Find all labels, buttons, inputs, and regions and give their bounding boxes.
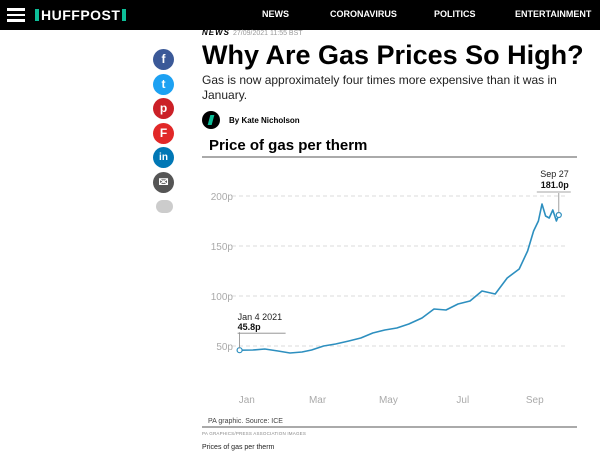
price-line bbox=[239, 203, 560, 354]
end-annotation-value: 181.0p bbox=[541, 180, 570, 190]
comment-icon[interactable] bbox=[156, 200, 173, 213]
author-name[interactable]: By Kate Nicholson bbox=[229, 115, 300, 125]
image-caption: Prices of gas per therm bbox=[202, 444, 275, 451]
y-tick-label: 50p bbox=[216, 342, 233, 353]
twitter-icon[interactable]: t bbox=[153, 73, 174, 95]
x-axis-labels: Jan Mar May Jul Sep bbox=[239, 395, 544, 406]
start-annotation-date: Jan 4 2021 bbox=[238, 312, 283, 322]
y-tick-label: 150p bbox=[211, 242, 234, 253]
nav-entertainment[interactable]: ENTERTAINMENT bbox=[515, 9, 592, 19]
end-point-marker bbox=[555, 211, 562, 219]
menu-icon[interactable] bbox=[7, 8, 25, 22]
byline: By Kate Nicholson bbox=[202, 111, 300, 129]
nav-news[interactable]: NEWS bbox=[262, 9, 289, 19]
x-tick-label: Sep bbox=[526, 395, 544, 406]
article-subtitle: Gas is now approximately four times more… bbox=[202, 73, 557, 102]
y-axis-labels: 200p 150p 100p 50p bbox=[211, 192, 234, 353]
x-tick-label: Mar bbox=[309, 395, 327, 406]
start-point-marker bbox=[236, 347, 243, 354]
end-annotation-date: Sep 27 bbox=[540, 169, 569, 179]
pinterest-icon[interactable]: p bbox=[153, 98, 174, 119]
flipboard-icon[interactable]: F bbox=[153, 122, 174, 144]
y-tick-label: 200p bbox=[211, 192, 234, 203]
x-tick-label: Jul bbox=[456, 395, 469, 406]
top-nav-bar: HUFFPOST NEWS CORONAVIRUS POLITICS ENTER… bbox=[0, 0, 600, 30]
start-annotation-value: 45.8p bbox=[238, 322, 262, 332]
linkedin-icon[interactable]: in bbox=[153, 147, 174, 168]
section-label[interactable]: NEWS bbox=[202, 28, 230, 37]
image-credit: PA GRAPHICS/PRESS ASSOCIATION IMAGES bbox=[202, 431, 307, 436]
x-tick-label: Jan bbox=[239, 395, 255, 406]
chart-source: PA graphic. Source: ICE bbox=[208, 418, 283, 425]
timestamp: 27/09/2021 11:55 BST bbox=[233, 30, 303, 37]
author-avatar bbox=[202, 111, 220, 129]
article-title: Why Are Gas Prices So High? bbox=[202, 40, 584, 70]
nav-coronavirus[interactable]: CORONAVIRUS bbox=[330, 9, 397, 19]
email-icon[interactable]: ✉ bbox=[153, 171, 174, 193]
facebook-icon[interactable]: f bbox=[153, 49, 174, 70]
x-tick-label: May bbox=[379, 395, 398, 406]
nav-politics[interactable]: POLITICS bbox=[434, 9, 476, 19]
huffpost-logo[interactable]: HUFFPOST bbox=[35, 7, 127, 23]
y-tick-label: 100p bbox=[211, 292, 234, 303]
section-line: NEWS 27/09/2021 11:55 BST bbox=[202, 28, 303, 37]
chart-title: Price of gas per therm bbox=[209, 137, 368, 154]
